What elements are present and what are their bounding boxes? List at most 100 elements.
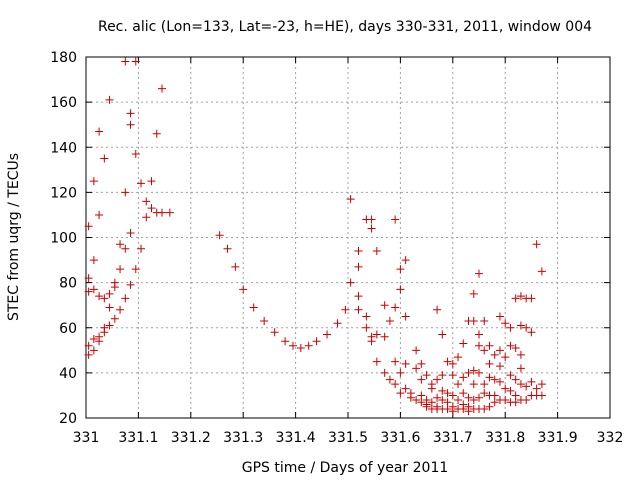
data-point: [480, 404, 489, 413]
data-point: [448, 371, 457, 380]
data-point: [438, 395, 447, 404]
data-point: [412, 346, 421, 355]
data-point: [95, 292, 104, 301]
data-point: [480, 316, 489, 325]
data-point: [412, 364, 421, 373]
data-point: [362, 323, 371, 332]
data-point: [333, 319, 342, 328]
data-point: [485, 359, 494, 368]
data-point: [480, 346, 489, 355]
data-point: [516, 380, 525, 389]
data-point: [239, 285, 248, 294]
data-point: [443, 389, 452, 398]
data-point: [506, 371, 515, 380]
data-point: [391, 215, 400, 224]
x-tick-label: 331.2: [171, 430, 211, 446]
data-point: [126, 120, 135, 129]
data-point: [126, 109, 135, 118]
data-point: [454, 380, 463, 389]
data-point: [396, 368, 405, 377]
y-tick-label: 120: [50, 185, 77, 201]
data-point: [126, 228, 135, 237]
data-point: [346, 195, 355, 204]
data-point: [89, 256, 98, 265]
data-point: [511, 294, 520, 303]
data-point: [501, 395, 510, 404]
data-point: [131, 265, 140, 274]
data-point: [312, 337, 321, 346]
data-point: [270, 328, 279, 337]
data-point: [84, 287, 93, 296]
y-tick-label: 20: [59, 411, 77, 427]
data-point: [147, 177, 156, 186]
data-point: [105, 303, 114, 312]
data-point: [516, 350, 525, 359]
y-tick-label: 160: [50, 95, 77, 111]
data-point: [249, 303, 258, 312]
data-point: [260, 316, 269, 325]
data-point: [412, 395, 421, 404]
grid-lines: [86, 57, 610, 418]
data-point: [443, 357, 452, 366]
data-point: [372, 247, 381, 256]
data-point: [380, 368, 389, 377]
data-point: [346, 278, 355, 287]
data-point: [147, 204, 156, 213]
x-tick-label: 331.8: [485, 430, 525, 446]
data-point: [511, 398, 520, 407]
data-point: [385, 316, 394, 325]
data-point: [372, 357, 381, 366]
data-point: [367, 215, 376, 224]
y-tick-label: 100: [50, 231, 77, 247]
x-axis: 331 331.1 331.2 331.3 331.4 331.5 331.6 331.7 33…: [73, 57, 623, 446]
data-point: [433, 375, 442, 384]
data-point: [495, 346, 504, 355]
data-point: [341, 305, 350, 314]
data-point: [490, 375, 499, 384]
x-tick-label: 331.7: [433, 430, 473, 446]
data-point: [417, 359, 426, 368]
data-point: [281, 337, 290, 346]
x-tick-label: 331.9: [538, 430, 578, 446]
data-point: [501, 353, 510, 362]
data-point: [522, 382, 531, 391]
data-point: [469, 395, 478, 404]
data-point: [380, 301, 389, 310]
data-point: [296, 344, 305, 353]
data-point: [121, 188, 130, 197]
data-point: [372, 330, 381, 339]
data-point: [100, 294, 109, 303]
x-tick-label: 331.5: [328, 430, 368, 446]
data-point: [137, 244, 146, 253]
data-point: [417, 398, 426, 407]
data-point: [475, 341, 483, 350]
data-point: [396, 265, 405, 274]
data-point: [215, 231, 224, 240]
data-point: [516, 321, 525, 330]
data-point: [380, 332, 389, 341]
data-point: [485, 402, 494, 411]
data-point: [84, 341, 93, 350]
data-point: [506, 341, 515, 350]
data-point: [137, 179, 146, 188]
chart-title: Rec. alic (Lon=133, Lat=-23, h=HE), days…: [98, 19, 592, 35]
data-point: [406, 393, 415, 402]
x-tick-label: 331.6: [380, 430, 420, 446]
data-point: [501, 384, 510, 393]
data-point: [454, 353, 463, 362]
data-point: [490, 391, 499, 400]
data-point: [459, 389, 468, 398]
data-point: [396, 389, 405, 398]
data-point: [527, 328, 536, 337]
data-point: [490, 350, 499, 359]
data-point: [95, 127, 104, 136]
data-point: [126, 280, 135, 289]
data-point: [131, 57, 140, 66]
data-point: [454, 395, 463, 404]
data-point: [105, 321, 114, 330]
y-tick-label: 140: [50, 140, 77, 156]
data-point: [157, 84, 166, 93]
data-point: [448, 391, 457, 400]
data-point: [459, 339, 468, 348]
data-point: [100, 154, 109, 163]
